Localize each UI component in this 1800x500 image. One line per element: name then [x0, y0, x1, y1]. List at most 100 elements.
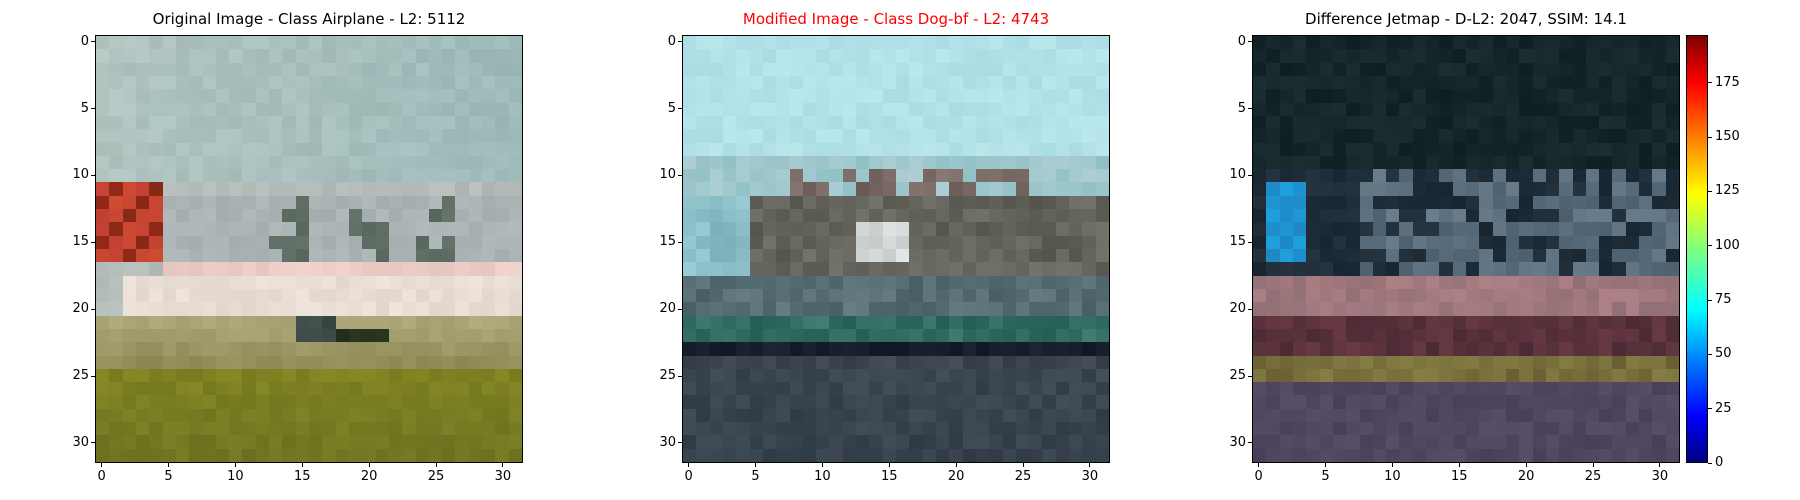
modified-pixel [949, 89, 963, 103]
difference-pixel [1332, 275, 1347, 289]
difference-pixel [1279, 435, 1293, 449]
modified-pixel [696, 355, 710, 369]
original-pixel [388, 328, 403, 343]
difference-pixel [1426, 115, 1440, 130]
modified-pixel [856, 328, 870, 343]
difference-pixel [1253, 169, 1267, 183]
modified-pixel [989, 62, 1003, 76]
original-pixel [348, 288, 363, 303]
original-pixel [362, 448, 376, 462]
difference-pixel [1306, 435, 1320, 449]
difference-pixel [1439, 169, 1453, 183]
modified-pixel [935, 275, 950, 289]
modified-pixel [962, 102, 976, 116]
modified-pixel [736, 435, 750, 449]
modified-pixel [989, 315, 1003, 329]
original-pixel [189, 49, 203, 63]
modified-pixel [1042, 129, 1056, 143]
difference-pixel [1505, 129, 1520, 143]
modified-pixel [909, 62, 923, 76]
original-pixel [162, 408, 176, 423]
original-pixel [202, 315, 216, 329]
difference-pixel [1372, 395, 1387, 409]
difference-pixel [1426, 169, 1440, 183]
original-pixel [495, 448, 509, 462]
difference-x-tick-mark [1258, 463, 1260, 467]
modified-pixel [935, 422, 950, 436]
original-pixel [482, 102, 496, 116]
difference-x-tick-label: 10 [1384, 469, 1401, 484]
original-pixel [175, 89, 190, 103]
difference-pixel [1452, 355, 1466, 369]
original-pixel [495, 75, 509, 90]
original-pixel [335, 182, 349, 196]
difference-pixel [1306, 382, 1320, 396]
modified-pixel [802, 209, 817, 223]
difference-pixel [1306, 275, 1320, 289]
original-pixel [242, 448, 256, 462]
modified-pixel [856, 155, 870, 170]
difference-pixel [1386, 262, 1400, 276]
modified-pixel [776, 102, 790, 116]
modified-pixel [1069, 62, 1083, 76]
modified-pixel [856, 142, 870, 156]
original-pixel [202, 36, 216, 50]
modified-pixel [749, 89, 763, 103]
original-pixel [455, 288, 469, 303]
modified-pixel [975, 235, 990, 249]
modified-pixel [869, 302, 883, 316]
modified-pixel [989, 222, 1003, 236]
difference-pixel [1253, 302, 1267, 316]
modified-pixel [922, 382, 936, 396]
original-pixel [135, 235, 150, 249]
modified-pixel [975, 315, 990, 329]
original-pixel [175, 142, 190, 156]
modified-pixel [749, 209, 763, 223]
modified-pixel [882, 142, 896, 156]
modified-pixel [816, 382, 830, 396]
difference-pixel [1452, 342, 1466, 356]
modified-pixel [709, 422, 723, 436]
original-pixel [309, 315, 323, 329]
difference-pixel [1665, 328, 1679, 343]
modified-pixel [1069, 155, 1083, 170]
modified-pixel [935, 155, 950, 170]
difference-pixel [1585, 315, 1600, 329]
original-pixel [388, 315, 403, 329]
original-pixel [309, 222, 323, 236]
modified-pixel [1095, 195, 1109, 210]
original-pixel [402, 142, 416, 156]
original-pixel [162, 435, 176, 449]
original-pixel [122, 368, 136, 383]
difference-pixel [1505, 209, 1520, 223]
original-pixel [508, 395, 522, 409]
difference-pixel [1639, 355, 1653, 369]
original-pixel [295, 209, 309, 223]
modified-pixel [962, 75, 976, 90]
difference-pixel [1625, 315, 1640, 329]
modified-pixel [789, 155, 803, 170]
modified-pixel [949, 195, 963, 210]
modified-pixel [683, 49, 697, 63]
original-pixel [442, 368, 456, 383]
difference-pixel [1346, 155, 1360, 170]
modified-pixel [1002, 355, 1016, 369]
difference-pixel [1426, 195, 1440, 210]
original-x-tick-mark [234, 463, 236, 467]
original-pixel [375, 115, 389, 130]
original-pixel [322, 49, 336, 63]
difference-pixel [1306, 395, 1320, 409]
difference-pixel [1346, 275, 1360, 289]
modified-pixel [683, 435, 697, 449]
original-pixel [215, 36, 230, 50]
colorbar [1686, 35, 1708, 463]
difference-pixel [1572, 302, 1586, 316]
original-pixel [428, 302, 443, 316]
original-pixel [442, 222, 456, 236]
modified-pixel [909, 302, 923, 316]
original-pixel [442, 115, 456, 130]
original-pixel [215, 222, 230, 236]
modified-pixel [749, 169, 763, 183]
difference-pixel [1266, 89, 1280, 103]
modified-pixel [856, 288, 870, 303]
